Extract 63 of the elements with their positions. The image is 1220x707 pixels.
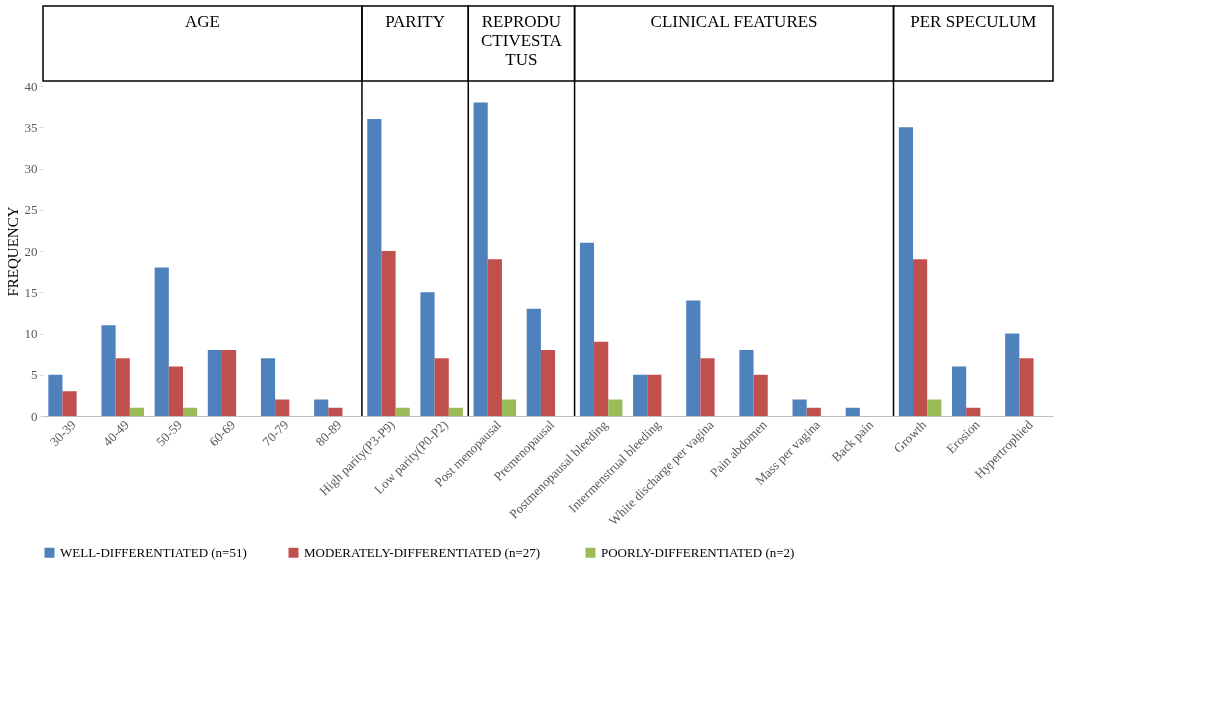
- bar: [328, 407, 343, 416]
- bar: [448, 407, 463, 416]
- bar: [952, 366, 967, 416]
- y-tick-label: 10: [24, 326, 38, 341]
- y-tick-label: 5: [31, 367, 38, 383]
- bar: [792, 399, 807, 416]
- bar: [1019, 358, 1034, 416]
- bar: [434, 358, 449, 416]
- bar: [594, 341, 609, 416]
- bar: [913, 259, 928, 416]
- bar: [1005, 333, 1020, 416]
- bar: [260, 358, 276, 416]
- text: PER SPECULUM: [910, 12, 1037, 31]
- text: AGE: [185, 12, 220, 31]
- bar: [700, 358, 715, 416]
- bar: [966, 407, 981, 416]
- y-tick-label: 20: [24, 243, 38, 259]
- y-axis-title: FREQUENCY: [4, 206, 21, 297]
- bar: [115, 358, 130, 416]
- text: CLINICAL FEATURES: [650, 12, 818, 31]
- bar: [367, 119, 382, 416]
- bar: [898, 127, 914, 416]
- bar: [526, 308, 541, 416]
- bar: [806, 407, 821, 416]
- bar: [182, 407, 198, 416]
- legend-label: WELL-DIFFERENTIATED (n=51): [60, 544, 247, 560]
- bar: [221, 350, 237, 416]
- y-tick-label: 25: [24, 202, 38, 218]
- bar: [381, 251, 396, 416]
- legend-label: POORLY-DIFFERENTIATED (n=2): [601, 544, 795, 560]
- bar: [686, 300, 701, 416]
- bar: [207, 350, 222, 416]
- bar: [420, 292, 435, 416]
- bar: [473, 102, 488, 416]
- bar: [487, 259, 502, 416]
- y-tick-label: 15: [24, 284, 38, 300]
- text: REPRODU CTIVESTA TUS: [481, 12, 563, 69]
- bar: [62, 391, 77, 416]
- bar: [608, 399, 623, 416]
- text: PARITY: [385, 12, 446, 31]
- bar: [540, 350, 556, 416]
- y-tick-label: 35: [24, 119, 38, 135]
- bar: [739, 350, 754, 416]
- bar: [927, 399, 942, 416]
- bar: [395, 407, 410, 416]
- bar: [154, 267, 169, 416]
- bar: [647, 374, 662, 416]
- y-tick-label: 30: [24, 161, 38, 176]
- bar: [48, 374, 63, 416]
- bar: [501, 399, 517, 416]
- y-tick-label: 0: [31, 408, 38, 424]
- bar: [129, 407, 144, 416]
- bar: [168, 366, 183, 416]
- bar: [101, 325, 116, 416]
- bar: [579, 242, 595, 416]
- y-tick-label: 40: [24, 78, 38, 94]
- legend-label: MODERATELY-DIFFERENTIATED (n=27): [304, 544, 541, 560]
- bar: [753, 374, 768, 416]
- bar: [275, 399, 290, 416]
- bar: [633, 374, 648, 416]
- bar: [845, 407, 860, 416]
- bar: [314, 399, 329, 416]
- x-tick-label: Back pain: [828, 416, 877, 465]
